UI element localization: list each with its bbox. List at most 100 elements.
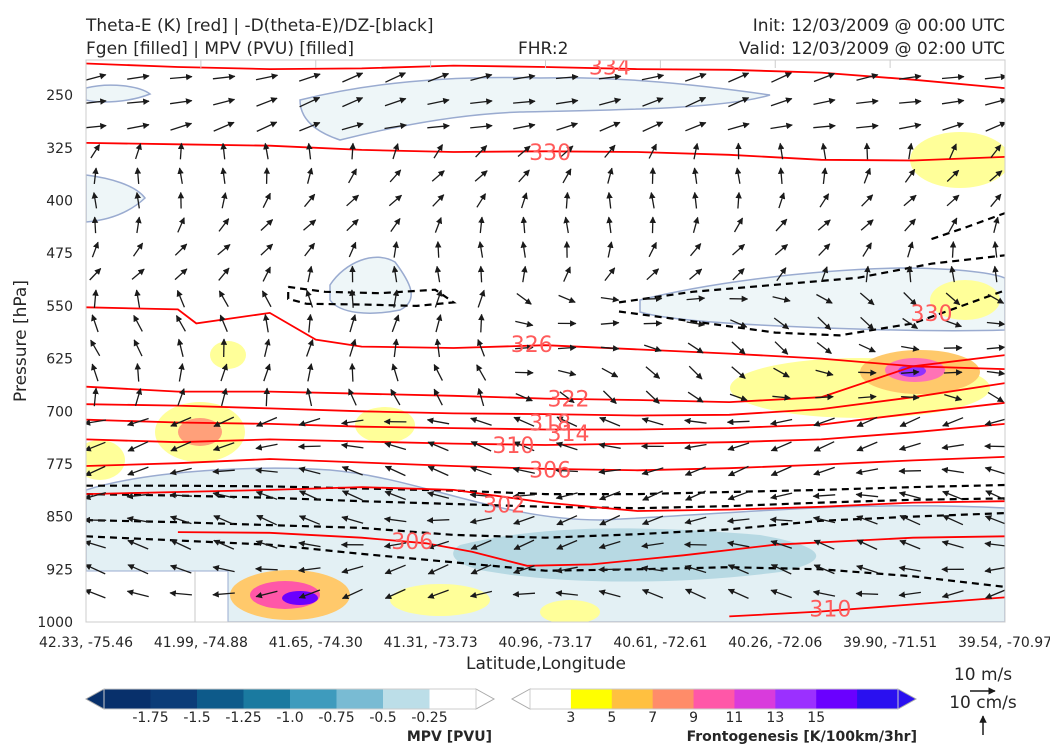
wind-vector-arrow	[949, 265, 956, 283]
wind-vector-arrow	[984, 442, 1005, 450]
wind-vector-arrow	[478, 216, 485, 234]
mpv-colorbar-tick-label: -0.5	[369, 710, 396, 726]
wind-vector-arrow	[134, 289, 141, 308]
wind-vector-arrow	[813, 122, 836, 130]
y-tick-label: 250	[46, 88, 73, 104]
wind-vector-arrow	[684, 564, 707, 574]
wind-vector-arrow	[212, 565, 235, 573]
wind-vector-arrow	[641, 515, 664, 526]
wind-vector-arrow	[813, 564, 835, 575]
wind-vector-arrow	[641, 467, 664, 476]
x-tick-label: 40.26, -72.06	[728, 635, 822, 651]
fgen-colorbar-segment	[734, 689, 776, 709]
wind-vector-arrow	[262, 266, 271, 282]
wind-vector-arrow	[941, 98, 965, 105]
wind-vector-arrow	[298, 540, 321, 548]
wind-vector-arrow	[734, 167, 742, 184]
wind-vector-arrow	[903, 292, 917, 306]
wind-vector-arrow	[513, 539, 535, 550]
wind-vector-arrow	[943, 369, 963, 376]
wind-vector-arrow	[86, 419, 107, 426]
wind-vector-arrow	[901, 394, 920, 401]
wind-vector-arrow	[812, 589, 836, 597]
fgen-colorbar-segment	[775, 689, 817, 709]
mpv-colorbar-segment	[429, 689, 477, 709]
wind-vector-arrow	[599, 121, 621, 132]
fgen-blob-left-edge	[86, 440, 125, 480]
wind-vector-arrow	[470, 122, 493, 130]
wind-vector-arrow	[858, 393, 877, 401]
wind-vector-arrow	[342, 72, 364, 83]
wind-vector-arrow	[306, 142, 313, 160]
wind-vector-arrow	[134, 143, 142, 160]
wind-vector-arrow	[392, 241, 399, 258]
wind-vector-arrow	[856, 122, 879, 130]
theta-e-line	[86, 401, 1005, 431]
theta-e-line	[86, 142, 1005, 162]
mpv-colorbar-label: MPV [PVU]	[407, 729, 492, 745]
theta-e-line	[729, 596, 1005, 618]
wind-vector-arrow	[513, 416, 535, 427]
wind-vector-arrow	[220, 387, 228, 407]
wind-vector-arrow	[388, 194, 402, 207]
wind-vector-arrow	[990, 144, 1002, 158]
theta-e-line	[86, 354, 1005, 404]
wind-vector-arrow	[898, 442, 921, 452]
wind-vector-arrow	[175, 315, 186, 332]
wind-vector-arrow	[689, 268, 703, 280]
wind-vector-arrow	[427, 540, 449, 550]
wind-vector-arrow	[987, 293, 1005, 304]
wind-vector-arrow	[942, 417, 964, 427]
theta-e-contour-label: 310	[492, 434, 534, 459]
x-tick-label: 39.54, -70.97	[958, 635, 1050, 651]
wind-vector-arrow	[686, 320, 706, 328]
wind-vector-arrow	[349, 362, 356, 382]
wind-vector-arrow	[899, 539, 921, 550]
wind-vector-arrow	[770, 122, 793, 130]
wind-vector-arrow	[178, 363, 185, 382]
fgen-colorbar-segment	[857, 689, 899, 709]
wind-vector-arrow	[902, 317, 919, 330]
wind-vector-arrow	[904, 168, 916, 183]
wind-vector-arrow	[477, 289, 486, 308]
wind-vector-arrow	[727, 465, 749, 477]
y-tick-label: 325	[46, 141, 73, 157]
wind-vector-arrow	[518, 169, 530, 183]
wind-vector-arrow	[513, 515, 535, 525]
wind-vector-arrow	[904, 218, 916, 232]
wind-vector-arrow	[213, 515, 235, 526]
wind-vector-arrow	[556, 416, 578, 427]
theta-e-contour-label: 334	[589, 55, 631, 80]
wind-vector-arrow	[433, 144, 444, 159]
wind-vector-arrow	[434, 265, 442, 283]
wind-vector-arrow	[812, 492, 836, 500]
fgen-colorbar-tick-label: 9	[689, 710, 698, 726]
wind-vector-arrow	[990, 193, 1002, 208]
wind-vector-arrow	[478, 313, 485, 333]
wind-vector-arrow	[692, 142, 700, 160]
wind-vector-arrow	[340, 442, 364, 449]
wind-vector-arrow	[773, 317, 790, 330]
wind-vector-arrow	[469, 491, 493, 499]
fgen-colorbar-label: Frontogenesis [K/100km/3hr]	[687, 729, 917, 745]
wind-vector-arrow	[213, 121, 235, 132]
wind-vector-arrow	[985, 121, 1005, 132]
wind-vector-arrow	[126, 492, 150, 500]
wind-vector-arrow	[520, 241, 527, 258]
fgen-blob-upper-right	[910, 132, 1005, 188]
wind-vector-arrow	[728, 72, 750, 83]
wind-vector-arrow	[856, 539, 878, 550]
wind-vector-arrow	[733, 217, 744, 233]
fgen-colorbar-segment	[611, 689, 654, 709]
wind-vector-arrow	[813, 539, 835, 550]
wind-vector-arrow	[349, 314, 357, 333]
wind-vector-arrow	[598, 442, 621, 449]
wind-vector-arrow	[91, 191, 99, 209]
wind-vector-arrow	[941, 590, 964, 599]
wind-vector-arrow	[126, 417, 149, 427]
wind-vector-arrow	[941, 73, 965, 81]
wind-vector-arrow	[563, 216, 570, 234]
wind-vector-arrow	[86, 122, 107, 130]
wind-vector-arrow	[859, 292, 875, 306]
wind-vector-arrow	[256, 121, 278, 132]
